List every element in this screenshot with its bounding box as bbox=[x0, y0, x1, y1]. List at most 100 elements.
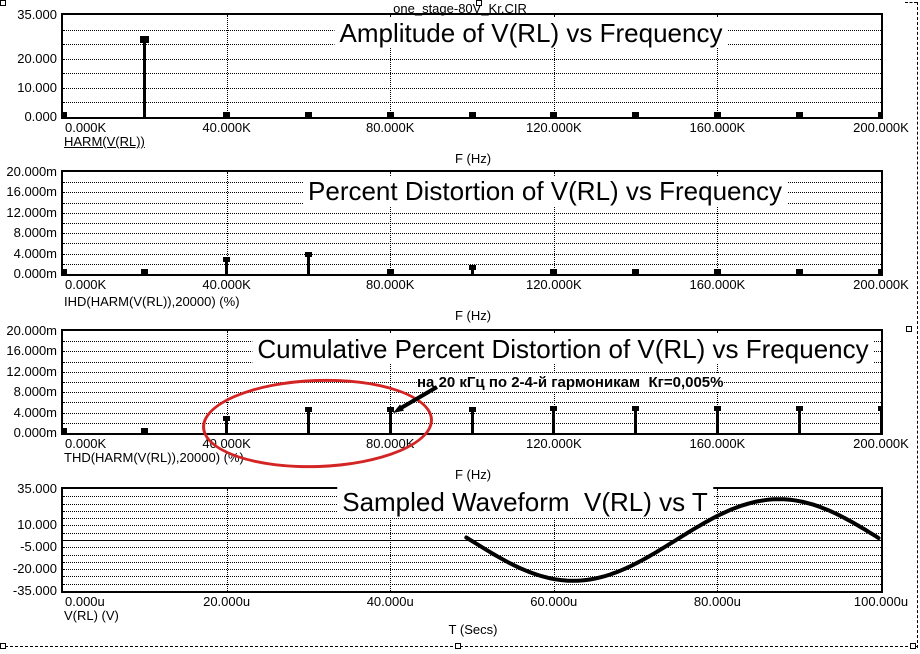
selection-handle-bottom-center[interactable] bbox=[455, 643, 461, 649]
data-point-marker bbox=[877, 269, 881, 274]
harmonic-stem bbox=[388, 407, 392, 433]
selection-handle-right-middle[interactable] bbox=[906, 326, 912, 332]
gridline-v bbox=[390, 15, 392, 117]
annotation-arrow-icon bbox=[393, 385, 439, 413]
gridline-v bbox=[390, 489, 392, 591]
data-point-marker bbox=[468, 112, 476, 117]
x-tick-label: 100.000u bbox=[853, 594, 909, 609]
gridline-h bbox=[63, 233, 881, 235]
x-tick-label: 80.000K bbox=[365, 120, 415, 135]
gridline-h bbox=[63, 102, 881, 104]
y-tick-label: 10.000 bbox=[17, 79, 57, 95]
y-tick-label: 0.000m bbox=[13, 425, 57, 440]
x-tick-label: 20.000u bbox=[203, 594, 251, 609]
plot2-curve-label: IHD(HARM(V(RL)),20000) (%) bbox=[64, 294, 240, 309]
y-tick-label: 10.000 bbox=[17, 517, 57, 533]
gridline-h bbox=[63, 532, 881, 534]
gridline-v bbox=[553, 172, 555, 274]
y-tick-label: 12.000m bbox=[6, 363, 57, 379]
harmonic-stem bbox=[143, 36, 147, 117]
data-point-marker bbox=[140, 35, 150, 43]
y-tick-label: 12.000m bbox=[6, 204, 57, 220]
x-tick-label: 80.000K bbox=[365, 277, 415, 292]
data-point-marker bbox=[223, 112, 231, 117]
x-tick-label: 160.000K bbox=[689, 436, 746, 451]
data-point-marker bbox=[63, 269, 67, 274]
gridline-h bbox=[63, 73, 881, 75]
plot1-curve-label: HARM(V(RL)) bbox=[64, 134, 145, 149]
x-tick-label: 40.000K bbox=[202, 120, 251, 135]
x-tick-label: 0.000u bbox=[65, 594, 105, 609]
x-tick-label: 160.000K bbox=[689, 120, 746, 135]
data-point-marker bbox=[386, 112, 394, 117]
selection-handle-bottom-left[interactable] bbox=[0, 643, 6, 649]
y-tick-label: 20.000 bbox=[17, 50, 57, 66]
plot3-title: Cumulative Percent Distortion of V(RL) v… bbox=[252, 334, 874, 364]
y-tick-label: 16.000m bbox=[6, 343, 57, 359]
gridline-v bbox=[390, 331, 392, 433]
data-point-marker bbox=[713, 269, 721, 274]
x-tick-label: 200.000K bbox=[853, 436, 909, 451]
selection-handle-top-center[interactable] bbox=[476, 0, 482, 6]
gridline-v bbox=[717, 172, 719, 274]
y-tick-label: 8.000m bbox=[13, 225, 57, 241]
gridline-h bbox=[63, 583, 881, 585]
x-tick-label: 80.000u bbox=[693, 594, 741, 609]
data-point-marker bbox=[713, 112, 721, 117]
data-point-marker bbox=[63, 428, 67, 433]
y-tick-label: 4.000m bbox=[13, 245, 57, 261]
gridline-v bbox=[717, 15, 719, 117]
data-point-marker bbox=[223, 256, 231, 262]
gridline-h bbox=[63, 263, 881, 265]
gridline-v bbox=[226, 172, 228, 274]
x-tick-label: 60.000u bbox=[530, 594, 578, 609]
selection-border-right bbox=[917, 2, 918, 648]
sampled-waveform-curve bbox=[464, 497, 881, 583]
gridline-h bbox=[63, 243, 881, 245]
data-point-marker bbox=[141, 269, 149, 274]
gridline-h bbox=[63, 525, 881, 527]
x-tick-label: 120.000K bbox=[525, 277, 582, 292]
gridline-h bbox=[63, 547, 881, 549]
x-tick-label: 80.000K bbox=[365, 436, 415, 451]
x-tick-label: 40.000K bbox=[202, 277, 251, 292]
plot1-title: Amplitude of V(RL) vs Frequency bbox=[334, 18, 728, 48]
gridline-v bbox=[717, 489, 719, 591]
data-point-marker bbox=[141, 428, 149, 433]
y-tick-label: 0.000m bbox=[13, 266, 57, 281]
gridline-h bbox=[63, 371, 881, 373]
data-point-marker bbox=[795, 269, 803, 274]
gridline-h bbox=[63, 58, 881, 60]
gridline-h bbox=[63, 253, 881, 255]
harmonic-stem bbox=[225, 416, 229, 433]
harmonic-stem bbox=[552, 407, 556, 433]
harmonic-stem bbox=[225, 257, 229, 274]
selection-handle-bottom-right[interactable] bbox=[910, 643, 916, 649]
y-tick-label: -35.000 bbox=[12, 583, 57, 598]
data-point-marker bbox=[550, 112, 558, 117]
data-point-marker bbox=[468, 265, 476, 271]
plot2-title: Percent Distortion of V(RL) vs Frequency bbox=[303, 176, 787, 206]
x-tick-label: 160.000K bbox=[689, 277, 746, 292]
document-title: one_stage-80V_Kr.CIR bbox=[393, 1, 527, 16]
y-tick-label: 20.000m bbox=[6, 323, 57, 338]
gridline-h bbox=[63, 212, 881, 214]
harmonic-stem bbox=[306, 408, 310, 433]
x-tick-label: 0.000K bbox=[65, 277, 107, 292]
gridline-v bbox=[226, 489, 228, 591]
gridline-h bbox=[63, 561, 881, 563]
data-point-marker bbox=[795, 112, 803, 117]
plot4-curve-label: V(RL) (V) bbox=[64, 608, 119, 623]
selection-border-top-corner bbox=[905, 2, 917, 3]
x-tick-label: 40.000K bbox=[202, 436, 251, 451]
gridline-v bbox=[226, 331, 228, 433]
plot2-xaxis-title: F (Hz) bbox=[454, 308, 492, 323]
gridline-h bbox=[63, 518, 881, 520]
gridline-h bbox=[63, 402, 881, 404]
selection-handle-top-left[interactable] bbox=[0, 0, 6, 6]
annotation-text: на 20 кГц по 2-4-й гармоникам Кг=0,005% bbox=[417, 374, 724, 391]
plot3-curve-label: THD(HARM(V(RL)),20000) (%) bbox=[64, 450, 244, 465]
data-point-marker bbox=[713, 406, 721, 412]
data-point-marker bbox=[304, 407, 312, 412]
